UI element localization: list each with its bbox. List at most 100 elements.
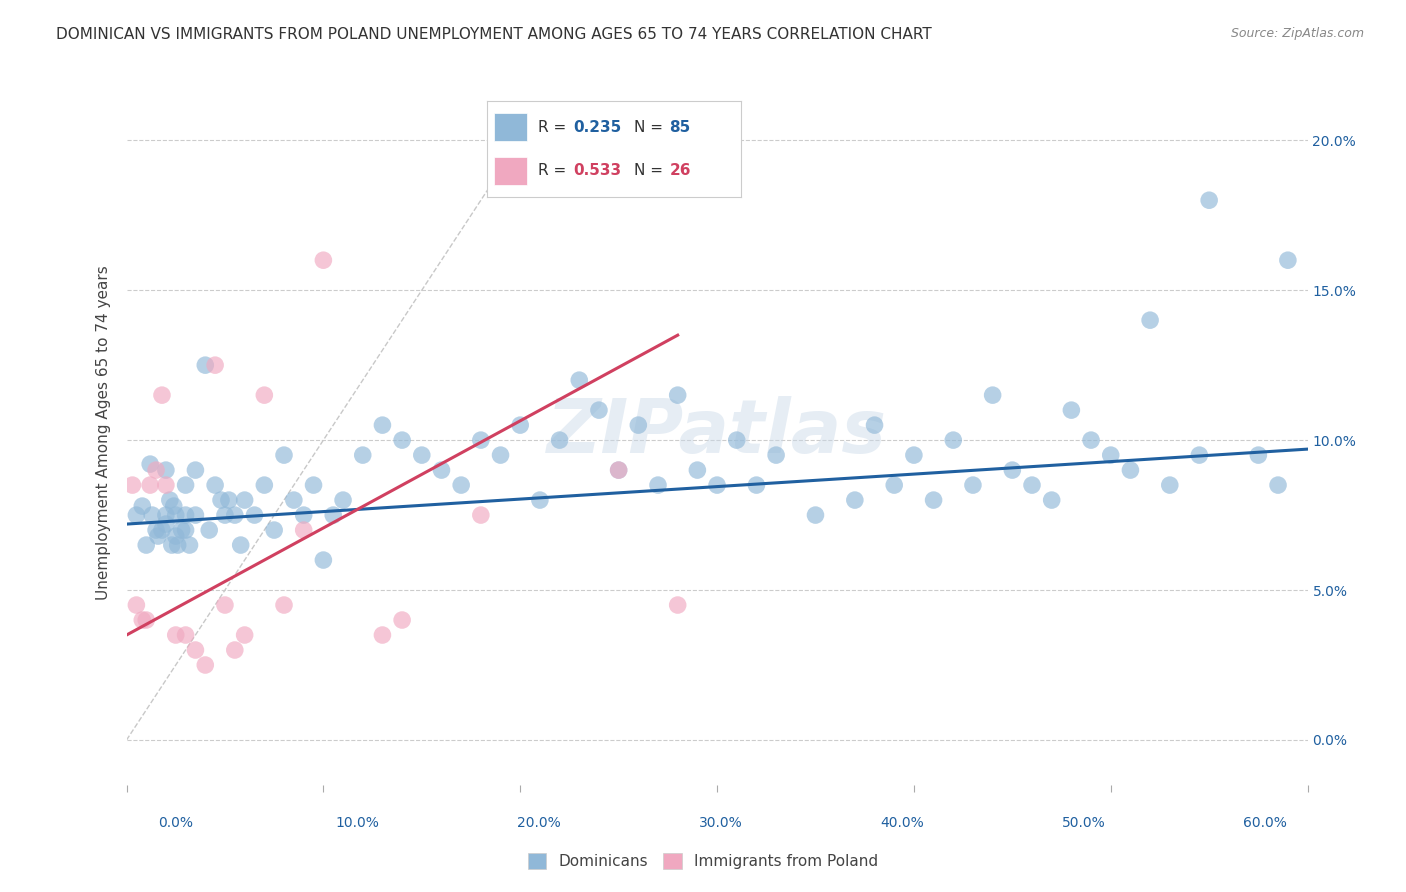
Point [224, 508, 246, 522]
Point [135, 613, 157, 627]
Point [179, 538, 201, 552]
Point [1247, 448, 1270, 462]
Point [218, 493, 240, 508]
Point [135, 538, 157, 552]
Point [322, 508, 344, 522]
Point [273, 598, 295, 612]
Point [391, 433, 413, 447]
Point [263, 523, 285, 537]
Point [283, 493, 305, 508]
Point [131, 613, 153, 627]
Point [1021, 478, 1043, 492]
Point [903, 448, 925, 462]
Point [863, 418, 886, 433]
Point [745, 478, 768, 492]
Point [198, 523, 221, 537]
Point [214, 598, 236, 612]
Point [1099, 448, 1122, 462]
Point [1277, 253, 1299, 268]
Point [942, 433, 965, 447]
Point [686, 463, 709, 477]
Point [509, 118, 531, 132]
Point [509, 418, 531, 433]
Point [131, 499, 153, 513]
Point [184, 463, 207, 477]
Point [1159, 478, 1181, 492]
Point [470, 433, 492, 447]
Point [184, 643, 207, 657]
Point [844, 493, 866, 508]
Point [312, 553, 335, 567]
Point [194, 658, 217, 673]
Point [430, 463, 453, 477]
Point [209, 493, 232, 508]
Text: Source: ZipAtlas.com: Source: ZipAtlas.com [1230, 27, 1364, 40]
Point [174, 628, 197, 642]
Point [145, 463, 167, 477]
Point [666, 598, 689, 612]
Point [170, 523, 193, 537]
Legend: Dominicans, Immigrants from Poland: Dominicans, Immigrants from Poland [522, 847, 884, 875]
Point [155, 463, 177, 477]
Point [548, 433, 571, 447]
Point [253, 478, 276, 492]
Point [139, 478, 162, 492]
Point [292, 523, 315, 537]
Point [146, 529, 169, 543]
Text: 60.0%: 60.0% [1243, 816, 1288, 830]
Point [529, 493, 551, 508]
Point [155, 517, 177, 532]
Point [229, 538, 252, 552]
Point [243, 508, 266, 522]
Point [883, 478, 905, 492]
Point [155, 478, 177, 492]
Point [411, 448, 433, 462]
Point [765, 448, 787, 462]
Point [224, 643, 246, 657]
Point [273, 448, 295, 462]
Point [233, 628, 256, 642]
Point [160, 538, 183, 552]
Point [145, 523, 167, 537]
Point [125, 598, 148, 612]
Point [174, 523, 197, 537]
Point [352, 448, 374, 462]
Point [1139, 313, 1161, 327]
Point [1001, 463, 1024, 477]
Point [647, 478, 669, 492]
Point [1267, 478, 1289, 492]
Point [588, 403, 610, 417]
Text: DOMINICAN VS IMMIGRANTS FROM POLAND UNEMPLOYMENT AMONG AGES 65 TO 74 YEARS CORRE: DOMINICAN VS IMMIGRANTS FROM POLAND UNEM… [56, 27, 932, 42]
Point [962, 478, 984, 492]
Point [450, 478, 472, 492]
Point [155, 508, 177, 522]
Text: 50.0%: 50.0% [1062, 816, 1105, 830]
Text: 30.0%: 30.0% [699, 816, 742, 830]
Point [607, 463, 630, 477]
Point [150, 388, 173, 402]
Point [470, 508, 492, 522]
Y-axis label: Unemployment Among Ages 65 to 74 years: Unemployment Among Ages 65 to 74 years [96, 265, 111, 600]
Point [204, 478, 226, 492]
Point [706, 478, 728, 492]
Text: ZIPatlas: ZIPatlas [547, 396, 887, 469]
Point [1198, 193, 1220, 207]
Point [204, 358, 226, 372]
Text: 40.0%: 40.0% [880, 816, 924, 830]
Point [371, 628, 394, 642]
Point [607, 463, 630, 477]
Point [312, 253, 335, 268]
Point [1060, 403, 1083, 417]
Point [804, 508, 827, 522]
Point [159, 493, 181, 508]
Point [489, 448, 512, 462]
Point [141, 508, 163, 522]
Point [174, 508, 197, 522]
Point [121, 478, 143, 492]
Point [214, 508, 236, 522]
Point [666, 388, 689, 402]
Point [981, 388, 1004, 402]
Text: 0.0%: 0.0% [159, 816, 193, 830]
Text: 20.0%: 20.0% [517, 816, 561, 830]
Point [1080, 433, 1102, 447]
